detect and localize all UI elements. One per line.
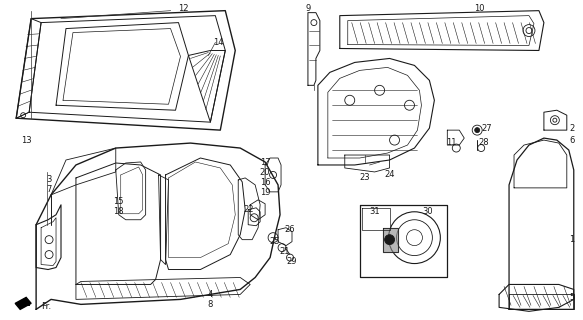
Text: 19: 19: [260, 188, 271, 197]
Polygon shape: [15, 297, 31, 309]
Text: 26: 26: [285, 225, 296, 234]
Text: 27: 27: [482, 124, 493, 132]
Text: 8: 8: [208, 300, 213, 309]
Text: 31: 31: [369, 207, 380, 216]
Text: 12: 12: [178, 4, 189, 13]
Text: 23: 23: [359, 173, 370, 182]
Text: 22: 22: [243, 205, 254, 214]
Text: 11: 11: [446, 138, 456, 147]
Text: 5: 5: [569, 293, 574, 302]
Text: 24: 24: [384, 171, 395, 180]
Text: 21: 21: [280, 247, 290, 256]
Text: Fr.: Fr.: [41, 302, 51, 311]
Text: 18: 18: [114, 207, 124, 216]
Circle shape: [475, 128, 480, 132]
Text: 6: 6: [569, 136, 574, 145]
Text: 20: 20: [260, 168, 271, 178]
Text: 13: 13: [21, 136, 31, 145]
Text: 28: 28: [479, 138, 490, 147]
Text: 29: 29: [287, 257, 297, 266]
Text: 25: 25: [270, 237, 280, 246]
Text: 15: 15: [114, 197, 124, 206]
Circle shape: [385, 235, 395, 244]
Text: 14: 14: [213, 38, 223, 47]
Text: 3: 3: [47, 175, 52, 184]
Text: 30: 30: [422, 207, 433, 216]
Text: 7: 7: [47, 185, 52, 194]
Text: 2: 2: [569, 124, 574, 132]
Text: 10: 10: [474, 4, 484, 13]
Text: 1: 1: [569, 235, 574, 244]
Text: 4: 4: [208, 290, 213, 299]
Text: 9: 9: [305, 4, 311, 13]
Text: 16: 16: [260, 179, 271, 188]
Text: 17: 17: [260, 158, 271, 167]
